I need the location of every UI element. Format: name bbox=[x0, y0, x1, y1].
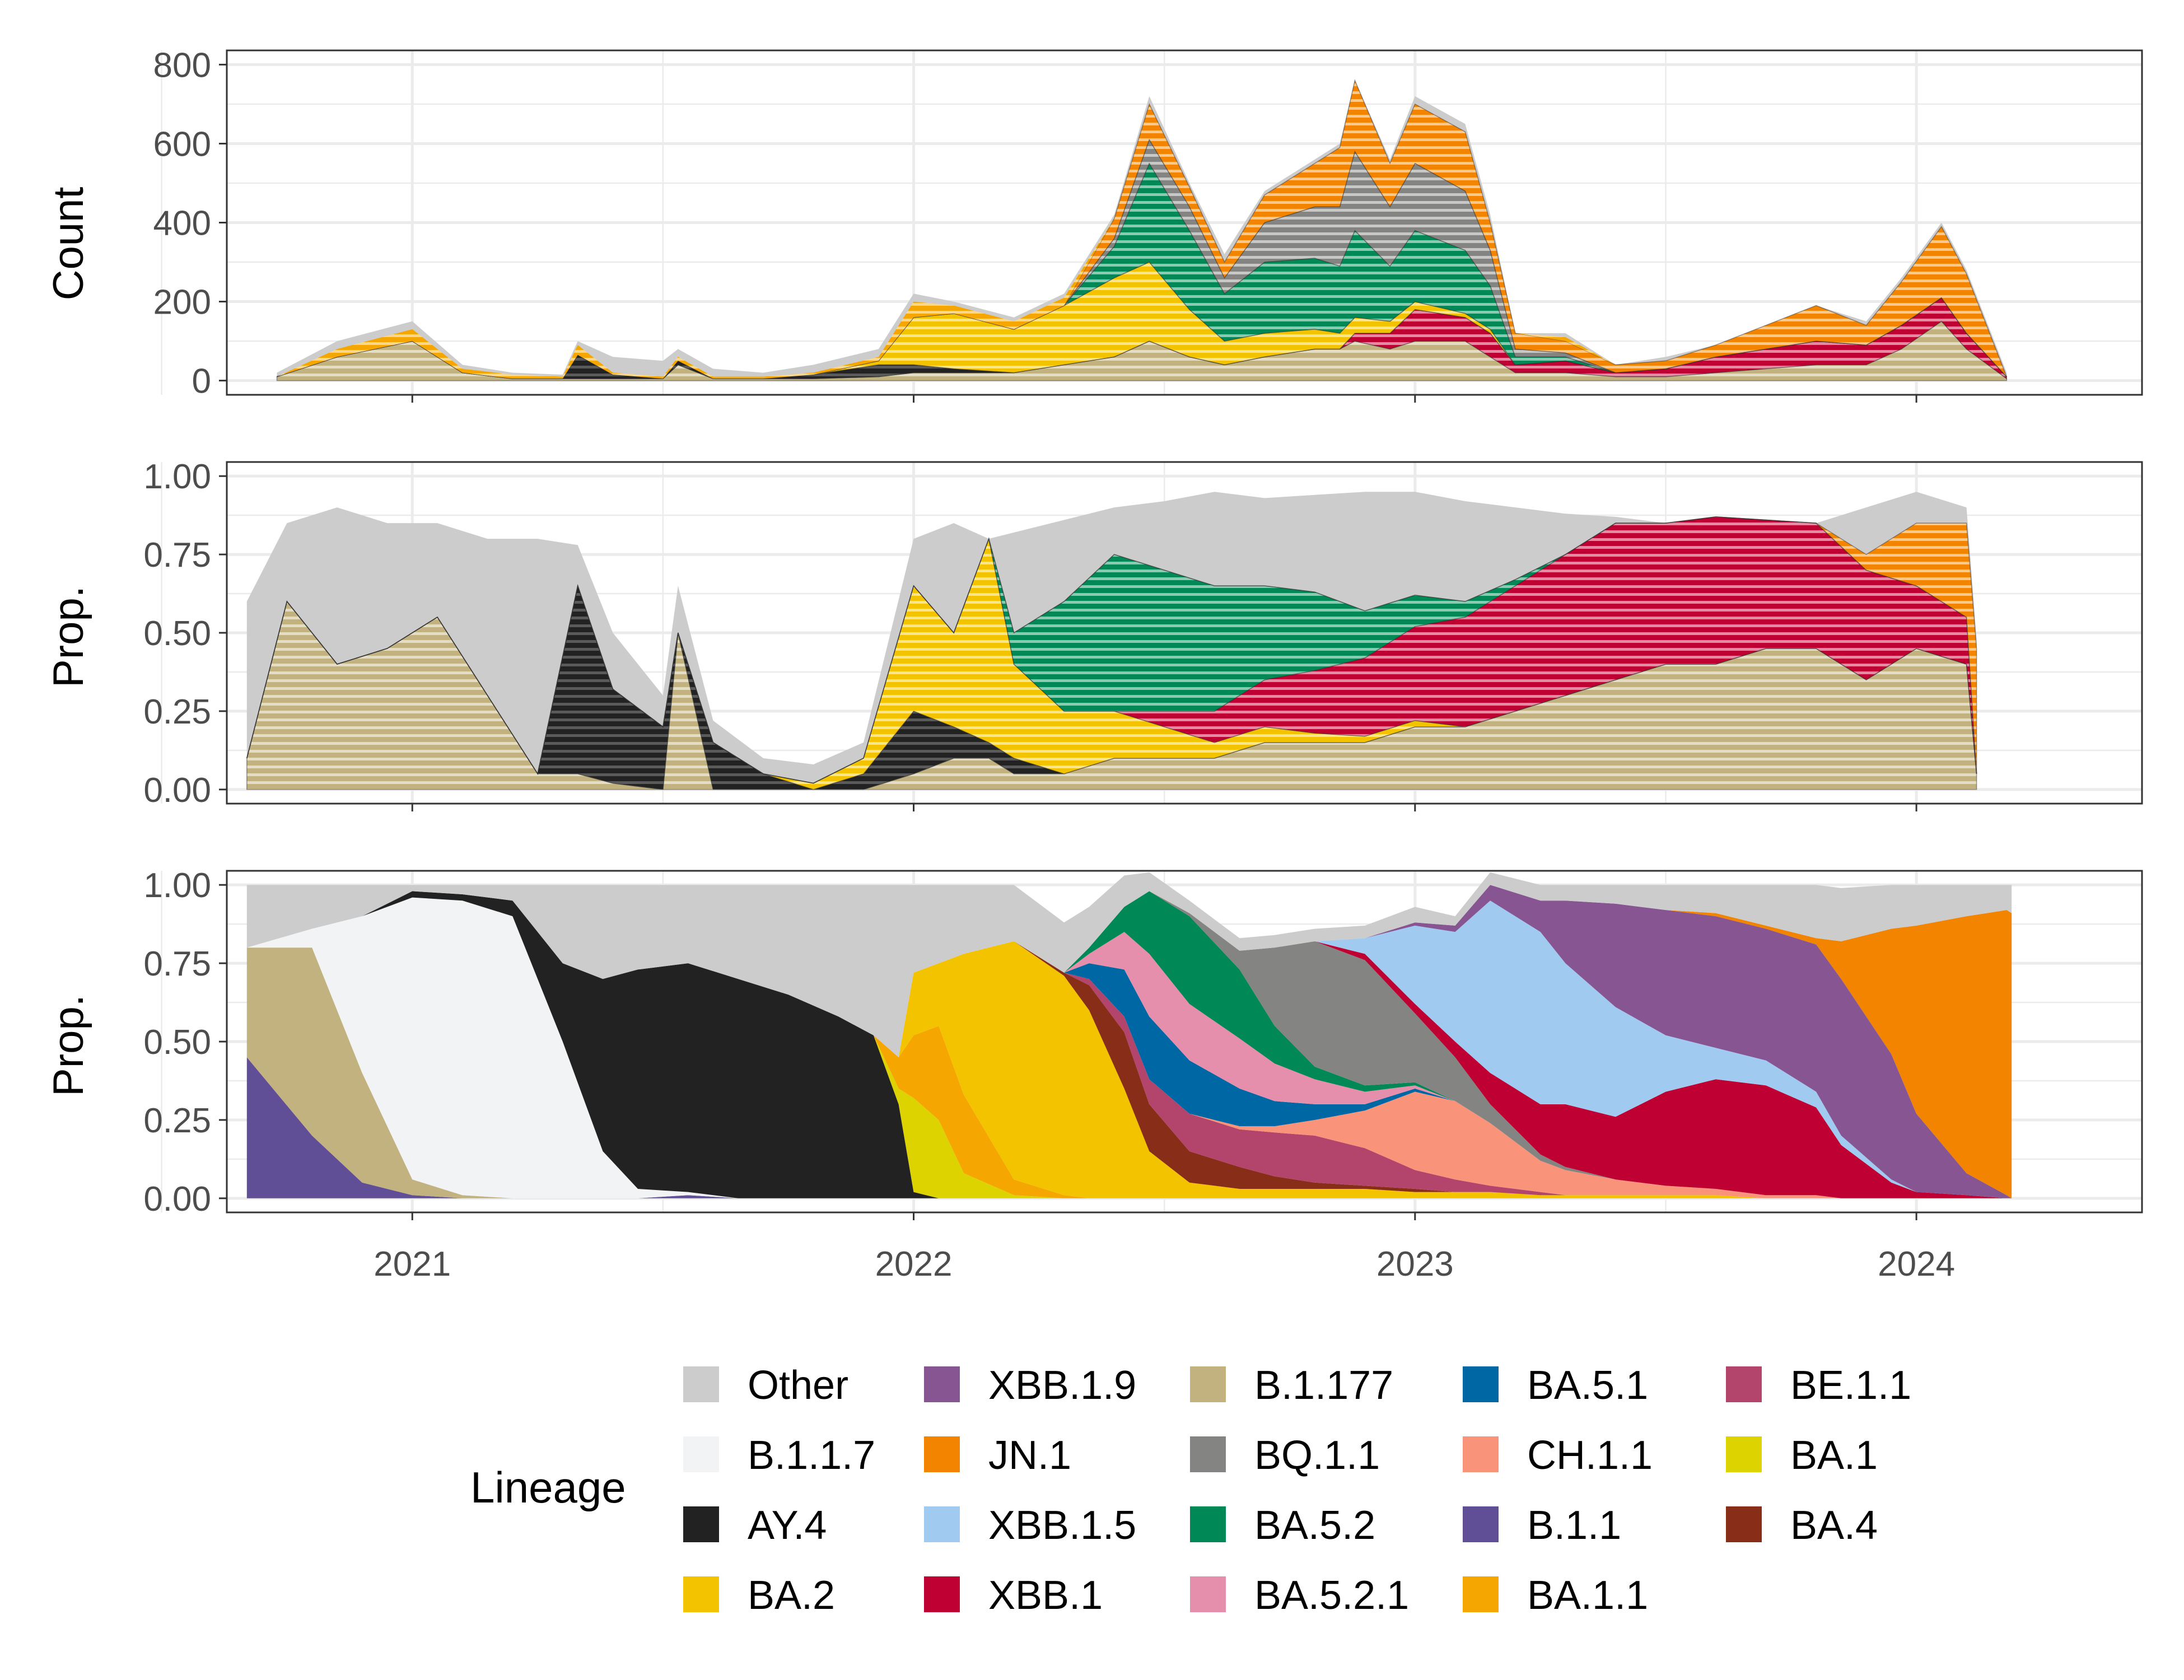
y-tick-label: 0.50 bbox=[143, 1023, 211, 1062]
y-axis-title-prop-striped: Prop. bbox=[45, 586, 92, 688]
y-axis-title-count: Count bbox=[45, 187, 92, 301]
legend-label: BQ.1.1 bbox=[1254, 1433, 1380, 1478]
area-AY.4 bbox=[246, 891, 2012, 1198]
legend-label: XBB.1 bbox=[988, 1573, 1103, 1618]
legend-label: BA.2 bbox=[748, 1573, 835, 1618]
y-tick-label: 0.75 bbox=[143, 536, 211, 575]
legend-swatch bbox=[1726, 1436, 1762, 1472]
legend: Lineage Other B.1.1.7 AY.4 BA.2 XBB.1.9 JN.1 X… bbox=[470, 1363, 1911, 1618]
y-tick-label: 400 bbox=[153, 204, 211, 243]
legend-swatch bbox=[683, 1366, 719, 1402]
legend-swatch bbox=[1463, 1576, 1499, 1612]
y-tick-label: 0.25 bbox=[143, 1102, 211, 1140]
legend-swatch bbox=[1726, 1506, 1762, 1542]
legend-swatch bbox=[1190, 1366, 1226, 1402]
x-tick-label: 2024 bbox=[1878, 1245, 1955, 1284]
area-BA.2 bbox=[246, 891, 2012, 1198]
x-tick-label: 2022 bbox=[875, 1245, 953, 1284]
x-tick-label: 2021 bbox=[374, 1245, 451, 1284]
y-tick-label: 200 bbox=[153, 283, 211, 322]
legend-swatch bbox=[924, 1576, 960, 1612]
y-tick-label: 0.50 bbox=[143, 614, 211, 653]
legend-swatch bbox=[683, 1576, 719, 1612]
legend-label: BA.5.2.1 bbox=[1254, 1573, 1409, 1618]
legend-swatch bbox=[1190, 1576, 1226, 1612]
legend-label: BE.1.1 bbox=[1790, 1363, 1911, 1408]
legend-swatch bbox=[1463, 1436, 1499, 1472]
x-axis: 2021 2022 2023 2024 bbox=[374, 1245, 1955, 1284]
legend-label: CH.1.1 bbox=[1527, 1433, 1653, 1478]
y-tick-label: 0.00 bbox=[143, 1180, 211, 1219]
y-tick-label: 1.00 bbox=[143, 458, 211, 496]
area-XBB.1.5 bbox=[246, 891, 2012, 1198]
area-XBB.1 bbox=[246, 891, 2012, 1198]
legend-label: XBB.1.9 bbox=[988, 1363, 1136, 1408]
legend-label: XBB.1.5 bbox=[988, 1503, 1136, 1548]
y-tick-label: 1.00 bbox=[143, 866, 211, 905]
legend-label: BA.5.2 bbox=[1254, 1503, 1375, 1548]
legend-label: AY.4 bbox=[748, 1503, 827, 1548]
proportion-panel-striped: 0.00 0.25 0.50 0.75 1.00 bbox=[143, 458, 2143, 811]
legend-label: B.1.1.7 bbox=[748, 1433, 875, 1478]
legend-swatch bbox=[683, 1436, 719, 1472]
area-B.1.1.7 bbox=[246, 897, 2012, 1198]
legend-label: BA.1.1 bbox=[1527, 1573, 1648, 1618]
area-BE.1.1 bbox=[246, 891, 2012, 1198]
legend-swatch bbox=[1190, 1506, 1226, 1542]
legend-swatch bbox=[1463, 1506, 1499, 1542]
legend-swatch bbox=[924, 1506, 960, 1542]
y-tick-label: 0 bbox=[192, 362, 211, 401]
legend-label: BA.5.1 bbox=[1527, 1363, 1648, 1408]
area-BA.5.2.1 bbox=[246, 891, 2012, 1198]
legend-swatch bbox=[1726, 1366, 1762, 1402]
legend-label: BA.4 bbox=[1790, 1503, 1878, 1548]
legend-swatch bbox=[1463, 1366, 1499, 1402]
area-XBB.1.9 bbox=[246, 885, 2012, 1198]
legend-swatch bbox=[924, 1366, 960, 1402]
y-tick-label: 0.75 bbox=[143, 945, 211, 983]
area-JN.1 bbox=[246, 516, 1977, 784]
area-Other bbox=[246, 872, 2012, 1057]
y-tick-label: 600 bbox=[153, 125, 211, 164]
proportion-panel-solid: 0.00 0.25 0.50 0.75 1.00 bbox=[143, 866, 2143, 1220]
legend-swatch bbox=[924, 1436, 960, 1472]
legend-swatch bbox=[1190, 1436, 1226, 1472]
y-tick-label: 0.25 bbox=[143, 693, 211, 731]
legend-label: BA.1 bbox=[1790, 1433, 1878, 1478]
legend-label: B.1.177 bbox=[1254, 1363, 1393, 1408]
y-tick-label: 0.00 bbox=[143, 771, 211, 810]
x-tick-label: 2023 bbox=[1376, 1245, 1454, 1284]
legend-title: Lineage bbox=[470, 1463, 626, 1512]
y-tick-label: 800 bbox=[153, 46, 211, 85]
legend-label: JN.1 bbox=[988, 1433, 1071, 1478]
legend-label: Other bbox=[748, 1363, 848, 1408]
legend-swatch bbox=[683, 1506, 719, 1542]
legend-label: B.1.1 bbox=[1527, 1503, 1621, 1548]
count-panel: 0 200 400 600 800 bbox=[153, 46, 2143, 403]
y-axis-title-prop-solid: Prop. bbox=[45, 995, 92, 1096]
